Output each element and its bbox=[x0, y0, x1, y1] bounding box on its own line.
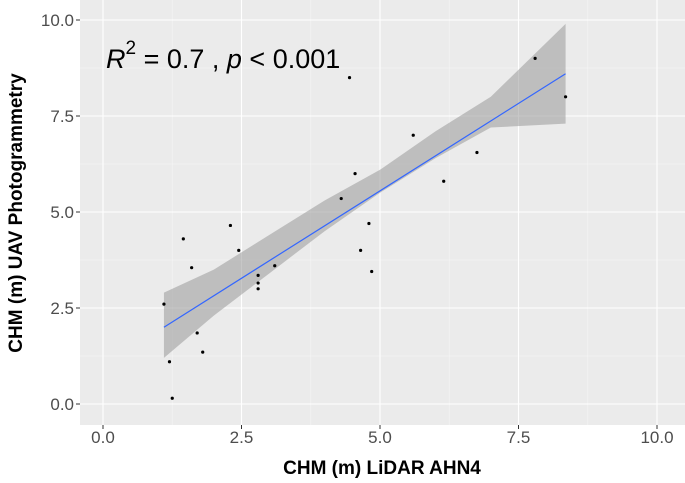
data-point bbox=[339, 196, 343, 201]
data-point bbox=[256, 287, 260, 291]
data-point bbox=[256, 281, 260, 285]
x-tick-label: 5.0 bbox=[368, 428, 392, 447]
data-point bbox=[347, 76, 352, 80]
major-grid bbox=[80, 0, 685, 425]
stats-annotation: R2 = 0.7 , p < 0.001 bbox=[106, 38, 340, 74]
data-point bbox=[181, 237, 185, 241]
data-point bbox=[411, 133, 415, 137]
x-axis-ticks: 0.0 2.5 5.0 7.5 10.0 bbox=[91, 425, 674, 447]
y-tick-label: 0.0 bbox=[50, 395, 74, 414]
x-axis-title: CHM (m) LiDAR AHN4 bbox=[283, 458, 481, 479]
x-tick-label: 2.5 bbox=[230, 428, 254, 447]
regression-line bbox=[163, 73, 566, 328]
data-point bbox=[273, 264, 277, 268]
x-tick-label: 7.5 bbox=[507, 428, 531, 447]
data-point bbox=[167, 360, 172, 364]
r-superscript: 2 bbox=[126, 38, 137, 59]
r-symbol: R bbox=[106, 44, 126, 74]
data-point bbox=[367, 221, 371, 226]
y-axis-title: CHM (m) UAV Photogrammetry bbox=[6, 73, 27, 353]
data-point bbox=[190, 266, 194, 270]
data-point bbox=[237, 248, 241, 252]
data-point bbox=[201, 350, 205, 354]
r-value: = 0.7 , bbox=[136, 44, 227, 74]
data-point bbox=[228, 223, 233, 228]
data-point bbox=[256, 273, 260, 277]
x-tick-label: 10.0 bbox=[640, 428, 673, 447]
data-points bbox=[162, 56, 568, 400]
data-point bbox=[475, 150, 479, 155]
y-axis-ticks: 0.0 2.5 5.0 7.5 10.0 bbox=[41, 11, 80, 414]
data-point bbox=[195, 331, 199, 335]
data-point bbox=[442, 179, 446, 183]
p-symbol: p bbox=[226, 44, 242, 74]
data-point bbox=[162, 302, 166, 306]
data-point bbox=[563, 95, 568, 99]
data-point bbox=[170, 396, 174, 400]
y-tick-label: 5.0 bbox=[50, 203, 74, 222]
y-tick-label: 2.5 bbox=[50, 299, 74, 318]
data-point bbox=[370, 269, 374, 274]
data-point bbox=[353, 172, 357, 176]
x-tick-label: 0.0 bbox=[91, 428, 115, 447]
y-tick-label: 10.0 bbox=[41, 11, 74, 30]
data-point bbox=[533, 56, 537, 61]
y-tick-label: 7.5 bbox=[50, 107, 74, 126]
confidence-band bbox=[163, 23, 566, 358]
p-value: < 0.001 bbox=[242, 44, 340, 74]
data-point bbox=[359, 248, 363, 252]
